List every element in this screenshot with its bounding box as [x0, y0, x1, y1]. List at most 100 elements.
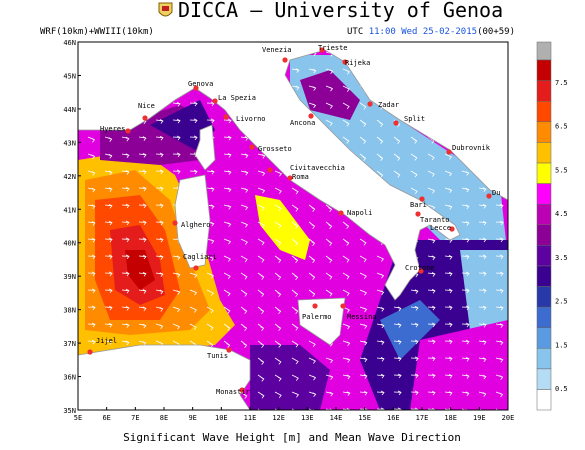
lon-label: 16E [387, 414, 400, 422]
arrow [444, 356, 453, 362]
city-dot [338, 210, 344, 216]
arrow [87, 305, 96, 311]
city-label: Livorno [236, 115, 266, 123]
arrow [223, 306, 231, 314]
arrow [189, 169, 198, 175]
arrow [325, 204, 333, 212]
arrow [393, 323, 402, 328]
arrow [410, 339, 419, 345]
arrow [376, 119, 384, 127]
arrow [223, 340, 231, 348]
arrow [427, 322, 436, 328]
lon-label: 10E [215, 414, 228, 422]
arrow [410, 390, 419, 396]
arrow [359, 357, 368, 363]
arrow [274, 357, 282, 365]
arrow [410, 306, 419, 311]
city-label: Dubrovnik [452, 144, 491, 152]
arrow [155, 323, 164, 329]
arrow [376, 170, 384, 178]
arrow [87, 204, 96, 210]
lon-label: 7E [131, 414, 139, 422]
city-dot [193, 85, 199, 91]
colorbar-label: 4.5 [555, 210, 568, 218]
arrow [427, 153, 435, 161]
lon-label: 5E [74, 414, 82, 422]
arrow [461, 254, 470, 260]
map-area: Venezia Trieste Rijeka Genova La Spezia Nice H… [78, 42, 508, 410]
arrow [461, 271, 470, 277]
arrow [138, 220, 147, 226]
arrow [121, 288, 130, 294]
arrow [444, 339, 453, 345]
colorbar-swatch [536, 203, 552, 225]
arrow [376, 323, 385, 329]
arrow [206, 289, 214, 296]
arrow [410, 356, 419, 362]
arrow [359, 272, 367, 279]
arrow [444, 373, 453, 379]
arrow [359, 390, 368, 396]
colorbar-label: 1.5 [555, 341, 568, 349]
arrow [274, 374, 282, 382]
colorbar-label: 0.5 [555, 385, 568, 393]
arrow [342, 102, 350, 110]
arrow [274, 323, 282, 331]
arrow [138, 306, 147, 312]
city-label: Zadar [378, 101, 399, 109]
lon-label: 18E [444, 414, 457, 422]
arrow [138, 203, 147, 209]
arrow [393, 339, 402, 345]
arrow [291, 408, 297, 410]
arrow [308, 255, 316, 263]
arrow [461, 170, 470, 176]
arrow [325, 238, 333, 246]
arrow [274, 306, 282, 314]
arrow [121, 136, 130, 142]
city-label: Trieste [318, 44, 348, 52]
arrow [223, 135, 232, 141]
arrow [121, 237, 130, 243]
city-dot [449, 226, 455, 232]
arrow [376, 153, 384, 161]
city-dot [418, 268, 424, 274]
arrow [478, 271, 487, 277]
city-label: Taranto [420, 216, 450, 224]
city-dot [226, 347, 232, 353]
lon-label: 15E [358, 414, 371, 422]
arrow [240, 289, 248, 297]
arrow [172, 135, 181, 141]
arrow [376, 340, 385, 345]
arrow [87, 237, 96, 243]
city-dot [125, 128, 131, 134]
arrow [87, 153, 96, 160]
arrow [257, 323, 265, 331]
arrow [325, 85, 334, 92]
arrow [240, 221, 249, 228]
arrow [342, 68, 351, 75]
city-label: Hyeres [100, 125, 125, 133]
city-label: Civitavecchia [290, 164, 345, 172]
arrow [206, 169, 215, 175]
arrow [172, 118, 181, 124]
arrow [393, 153, 401, 161]
city-label: Bari [410, 201, 427, 209]
arrow [461, 237, 470, 243]
arrow [172, 306, 181, 313]
arrow [478, 322, 487, 328]
arrow [87, 170, 96, 176]
arrow [325, 119, 333, 127]
city-label: Nice [138, 102, 155, 110]
arrow [121, 271, 130, 277]
arrow [240, 340, 248, 348]
arrow [138, 186, 147, 192]
arrow [274, 340, 282, 348]
arrow [257, 238, 265, 246]
arrow [189, 323, 197, 331]
arrow [291, 357, 299, 365]
lon-label: 20E [502, 414, 515, 422]
arrow [444, 271, 453, 277]
arrow [138, 237, 147, 243]
arrow [342, 221, 350, 229]
